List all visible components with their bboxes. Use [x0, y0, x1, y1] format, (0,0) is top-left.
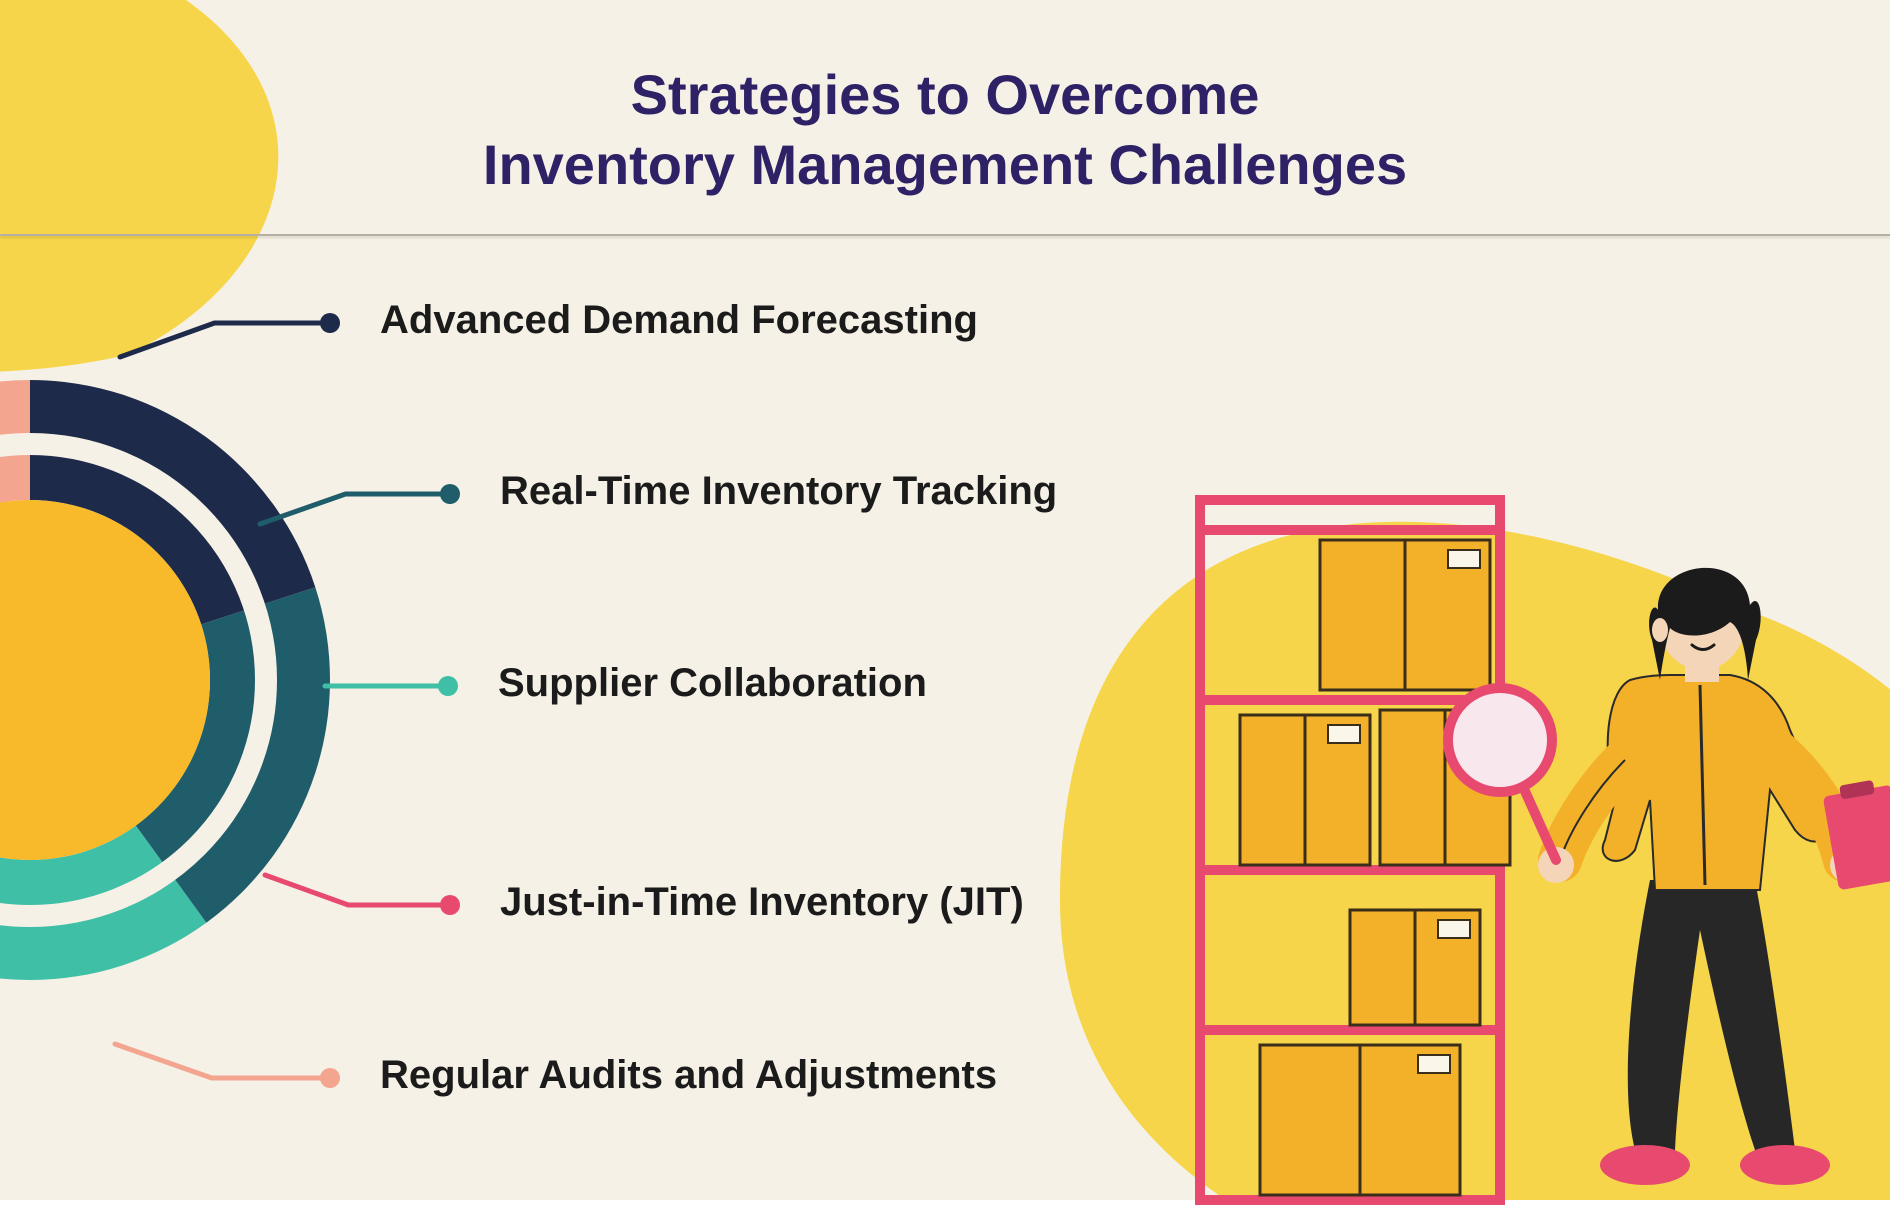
title-divider	[0, 234, 1890, 236]
page-title: Strategies to Overcome Inventory Managem…	[0, 60, 1890, 200]
title-line-2: Inventory Management Challenges	[0, 130, 1890, 200]
strategy-label: Just-in-Time Inventory (JIT)	[500, 880, 1024, 925]
box-1	[1240, 715, 1370, 865]
warehouse-illustration	[1180, 470, 1890, 1210]
strategy-item-0: Advanced Demand Forecasting	[0, 283, 1400, 363]
strategy-label: Supplier Collaboration	[498, 661, 927, 706]
strategy-label: Advanced Demand Forecasting	[380, 298, 978, 343]
title-line-1: Strategies to Overcome	[0, 60, 1890, 130]
person	[1448, 568, 1890, 1185]
connector-line	[0, 646, 478, 726]
infographic-canvas: Strategies to Overcome Inventory Managem…	[0, 0, 1890, 1200]
connector-line	[0, 1038, 360, 1118]
connector-line	[0, 454, 480, 534]
strategy-label: Real-Time Inventory Tracking	[500, 469, 1057, 514]
box-0	[1320, 540, 1490, 690]
connector-line	[0, 865, 480, 945]
strategy-label: Regular Audits and Adjustments	[380, 1053, 997, 1098]
connector-line	[0, 283, 360, 363]
box-3	[1350, 910, 1480, 1025]
box-4	[1260, 1045, 1460, 1195]
shelf	[1200, 500, 1510, 1200]
